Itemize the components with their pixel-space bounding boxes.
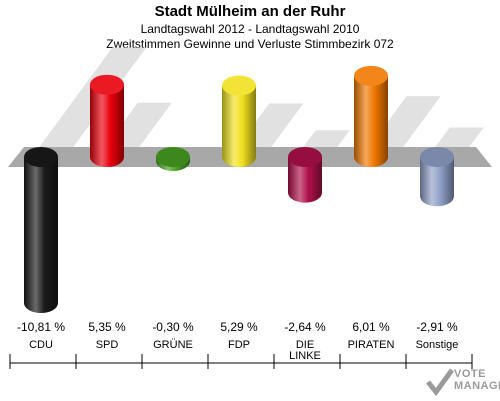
category-label-die-linke-0: DIE xyxy=(296,339,314,351)
category-label-piraten: PIRATEN xyxy=(348,339,395,351)
bar-piraten xyxy=(354,75,388,167)
bar-shadow-0 xyxy=(32,47,147,157)
checkmark-icon xyxy=(426,368,455,397)
bar-cap-cdu xyxy=(24,147,58,167)
chart-subtitle-comparison: Landtagswahl 2012 - Landtagswahl 2010 xyxy=(140,22,360,36)
bar-spd xyxy=(90,84,124,167)
bar-cap-die-linke xyxy=(288,147,322,167)
value-label-gr-ne: -0,30 % xyxy=(152,320,194,334)
bar-cap-gr-ne xyxy=(156,147,190,167)
bar-die-linke xyxy=(288,157,322,203)
value-label-cdu: -10,81 % xyxy=(17,320,65,334)
vote-manager-logo: VOTE MANAGER xyxy=(426,366,500,398)
bar-cdu xyxy=(24,157,58,313)
value-label-die-linke: -2,64 % xyxy=(284,320,326,334)
bar-cap-spd xyxy=(90,74,124,95)
value-label-fdp: 5,29 % xyxy=(220,320,258,334)
category-label-gr-ne: GRÜNE xyxy=(153,339,193,351)
bar-sonstige xyxy=(420,157,454,207)
chart-subtitle-district: Zweitstimmen Gewinne und Verluste Stimmb… xyxy=(106,37,394,51)
category-label-spd: SPD xyxy=(96,339,119,351)
category-label-sonstige: Sonstige xyxy=(416,339,459,351)
bar-cap-sonstige xyxy=(420,147,454,167)
bar-cap-piraten xyxy=(354,65,388,86)
value-label-sonstige: -2,91 % xyxy=(416,320,458,334)
value-label-spd: 5,35 % xyxy=(88,320,126,334)
category-label-die-linke-1: LINKE xyxy=(289,350,321,362)
logo-line-manager: MANAGER xyxy=(454,380,500,392)
bar-fdp xyxy=(222,85,256,167)
chart-title: Stadt Mülheim an der Ruhr xyxy=(154,3,346,20)
category-label-fdp: FDP xyxy=(228,339,250,351)
category-label-cdu: CDU xyxy=(29,339,53,351)
logo-line-vote: VOTE xyxy=(454,368,486,380)
value-label-piraten: 6,01 % xyxy=(352,320,390,334)
bar-cap-fdp xyxy=(222,75,256,96)
